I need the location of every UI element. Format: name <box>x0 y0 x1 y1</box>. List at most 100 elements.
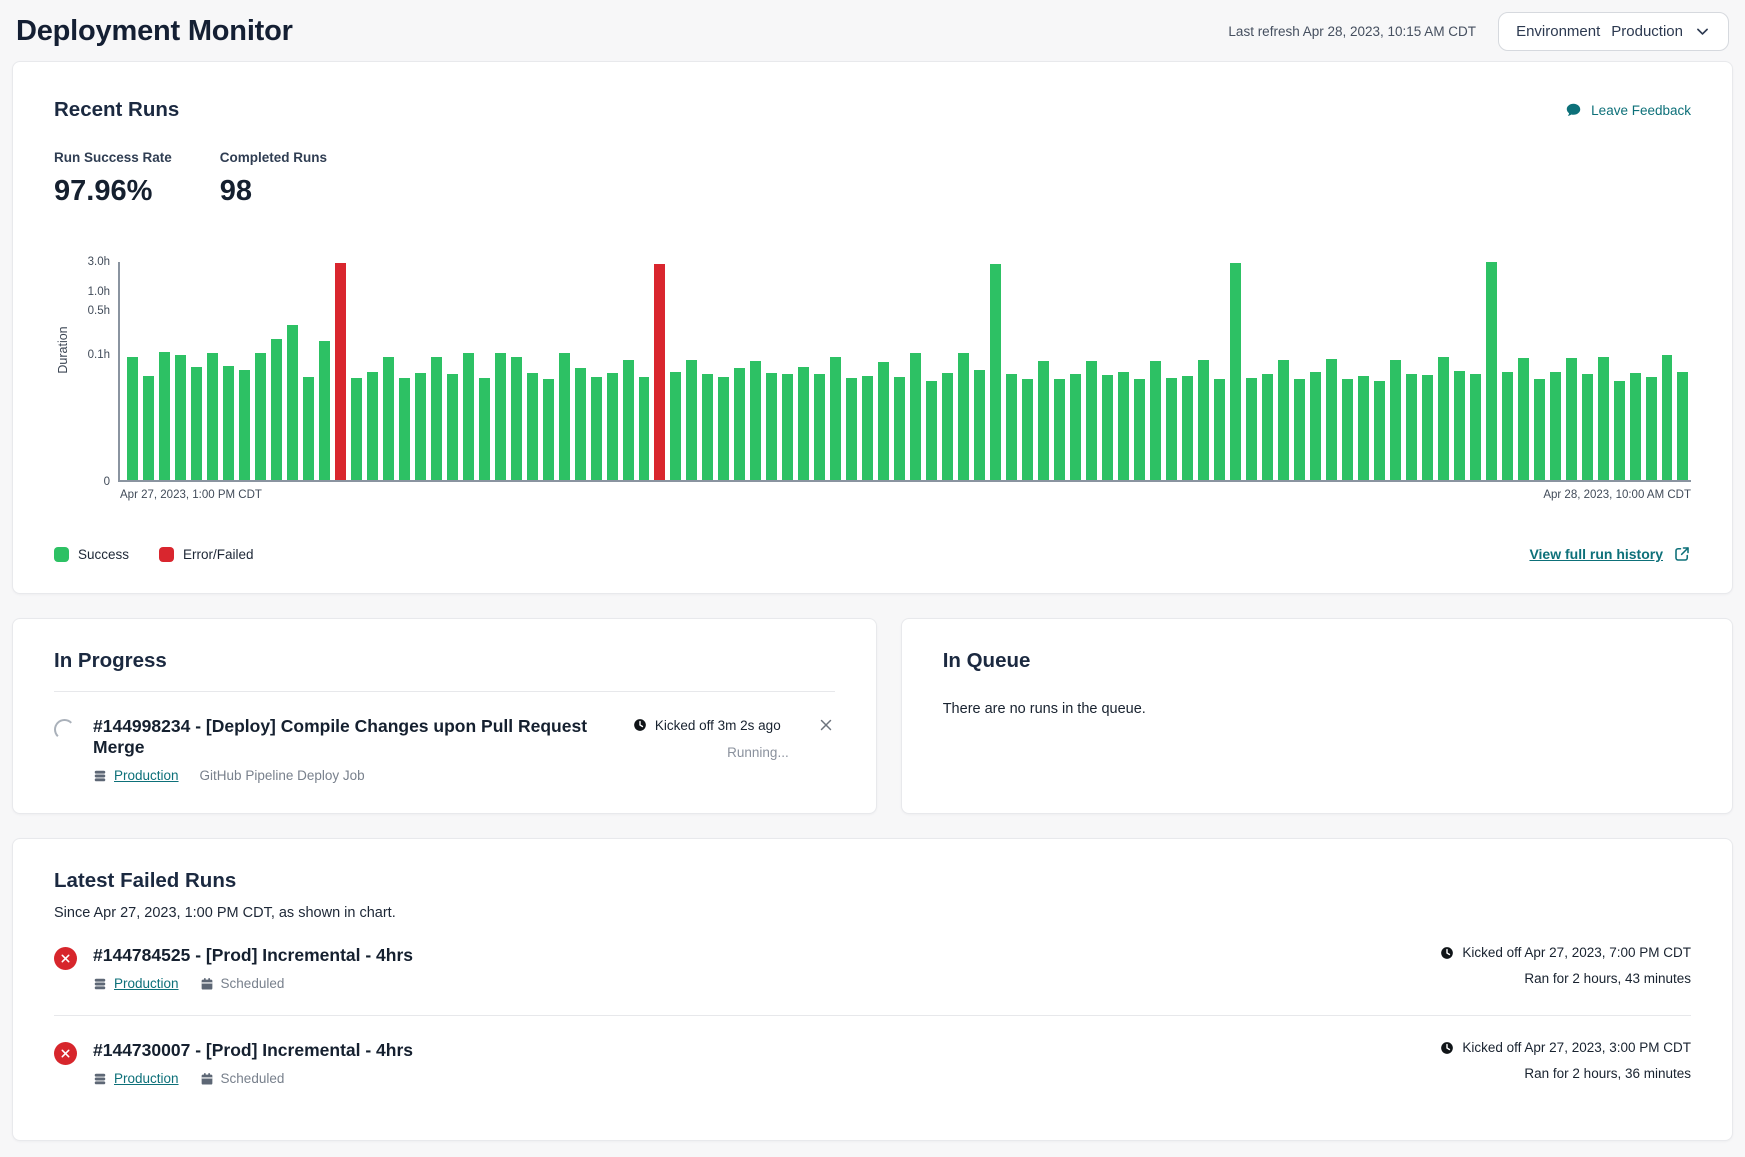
run-bar[interactable] <box>1469 374 1481 480</box>
run-bar[interactable] <box>1661 355 1673 480</box>
run-bar[interactable] <box>1022 379 1034 480</box>
run-bar[interactable] <box>1213 379 1225 480</box>
run-bar[interactable] <box>1181 375 1193 480</box>
run-bar[interactable] <box>670 371 682 480</box>
run-bar[interactable] <box>782 374 794 480</box>
run-bar[interactable] <box>430 357 442 480</box>
run-bar[interactable] <box>1437 357 1449 480</box>
run-bar[interactable] <box>558 353 570 480</box>
run-bar[interactable] <box>1325 358 1337 480</box>
run-bar[interactable] <box>1277 359 1289 480</box>
run-bar[interactable] <box>398 377 410 480</box>
run-bar[interactable] <box>1006 374 1018 480</box>
run-bar[interactable] <box>1038 360 1050 480</box>
run-bar[interactable] <box>414 372 426 480</box>
run-bar[interactable] <box>862 375 874 480</box>
run-bar[interactable] <box>718 377 730 480</box>
run-bar[interactable] <box>494 353 506 480</box>
run-bar[interactable] <box>127 357 138 480</box>
run-bar[interactable] <box>206 353 218 480</box>
run-bar[interactable] <box>478 377 490 480</box>
run-bar[interactable] <box>222 366 234 480</box>
run-bar[interactable] <box>622 359 634 480</box>
run-bar[interactable] <box>174 355 186 480</box>
run-bar[interactable] <box>590 377 602 480</box>
run-bar[interactable] <box>1677 371 1689 480</box>
run-bar[interactable] <box>606 372 618 480</box>
run-bar[interactable] <box>462 353 474 480</box>
run-bar[interactable] <box>158 351 170 480</box>
run-bar[interactable] <box>654 263 666 480</box>
run-bar[interactable] <box>1373 380 1385 480</box>
leave-feedback-button[interactable]: Leave Feedback <box>1565 102 1691 119</box>
run-bar[interactable] <box>1102 374 1114 480</box>
run-bar[interactable] <box>1549 371 1561 480</box>
run-bar[interactable] <box>142 375 154 480</box>
run-bar[interactable] <box>1245 377 1257 480</box>
view-full-run-history-link[interactable]: View full run history <box>1529 545 1691 563</box>
run-bar[interactable] <box>1070 374 1082 480</box>
run-bar[interactable] <box>1485 261 1497 480</box>
run-bar[interactable] <box>830 357 842 480</box>
run-bar[interactable] <box>1086 360 1098 480</box>
run-bar[interactable] <box>958 353 970 480</box>
run-bar[interactable] <box>1054 379 1066 480</box>
run-bar[interactable] <box>1613 381 1625 480</box>
cancel-run-button[interactable] <box>817 716 835 734</box>
run-bar[interactable] <box>1517 358 1529 480</box>
run-bar[interactable] <box>190 367 202 480</box>
run-bar[interactable] <box>254 353 266 480</box>
run-bar[interactable] <box>1421 374 1433 480</box>
run-bar[interactable] <box>1597 357 1609 480</box>
environment-link[interactable]: Production <box>114 1071 179 1086</box>
environment-link[interactable]: Production <box>114 976 179 991</box>
run-bar[interactable] <box>990 263 1002 480</box>
run-bar[interactable] <box>1118 371 1130 480</box>
run-bar[interactable] <box>1389 359 1401 480</box>
run-bar[interactable] <box>238 370 250 480</box>
run-bar[interactable] <box>270 339 282 480</box>
environment-dropdown[interactable]: Environment Production <box>1498 12 1729 51</box>
run-bar[interactable] <box>574 368 586 480</box>
run-bar[interactable] <box>1309 371 1321 480</box>
run-bar[interactable] <box>942 372 954 480</box>
run-bar[interactable] <box>1533 379 1545 480</box>
run-bar[interactable] <box>1261 374 1273 480</box>
run-bar[interactable] <box>350 377 362 480</box>
run-bar[interactable] <box>910 353 922 480</box>
run-bar[interactable] <box>542 379 554 480</box>
run-bar[interactable] <box>1293 378 1305 480</box>
run-bar[interactable] <box>1341 379 1353 480</box>
run-bar[interactable] <box>1197 359 1209 480</box>
run-bar[interactable] <box>1357 375 1369 480</box>
run-bar[interactable] <box>446 374 458 480</box>
run-bar[interactable] <box>382 357 394 480</box>
run-bar[interactable] <box>894 377 906 480</box>
run-bar[interactable] <box>1645 377 1657 480</box>
run-bar[interactable] <box>926 380 938 480</box>
run-bar[interactable] <box>686 359 698 480</box>
run-bar[interactable] <box>638 377 650 480</box>
run-bar[interactable] <box>1629 372 1641 480</box>
run-bar[interactable] <box>318 341 330 480</box>
run-bar[interactable] <box>366 371 378 480</box>
run-bar[interactable] <box>1165 377 1177 480</box>
run-bar[interactable] <box>846 377 858 480</box>
run-bar[interactable] <box>302 377 314 480</box>
environment-link[interactable]: Production <box>114 768 179 783</box>
run-bar[interactable] <box>1565 358 1577 480</box>
run-bar[interactable] <box>798 367 810 480</box>
run-bar[interactable] <box>814 374 826 480</box>
run-bar[interactable] <box>334 262 346 480</box>
run-bar[interactable] <box>1405 374 1417 480</box>
run-bar[interactable] <box>974 370 986 480</box>
run-bar[interactable] <box>1134 379 1145 480</box>
run-bar[interactable] <box>1453 371 1465 480</box>
run-bar[interactable] <box>526 372 538 480</box>
run-bar[interactable] <box>1150 360 1161 480</box>
run-bar[interactable] <box>510 357 522 480</box>
run-bar[interactable] <box>1501 371 1513 480</box>
run-bar[interactable] <box>734 368 746 480</box>
run-bar[interactable] <box>766 372 778 480</box>
run-bar[interactable] <box>878 362 890 480</box>
